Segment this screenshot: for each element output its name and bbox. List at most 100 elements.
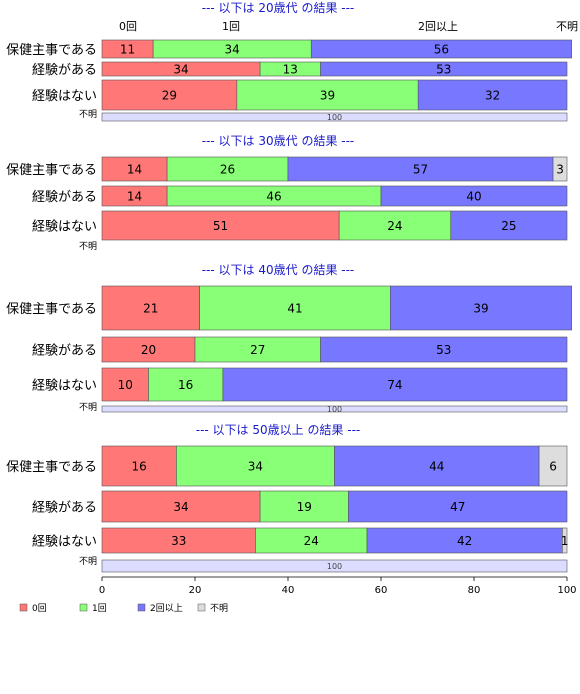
bar-segment xyxy=(101,490,261,523)
bar-segment xyxy=(538,445,568,487)
data-label: 19 xyxy=(297,500,312,514)
bar-segment xyxy=(101,79,238,111)
x-tick-label: 0 xyxy=(99,585,105,596)
data-label: 47 xyxy=(450,500,465,514)
bar-segment xyxy=(101,336,196,363)
bar-segment xyxy=(259,490,349,523)
bar-segment xyxy=(338,210,452,241)
data-label: 10 xyxy=(118,378,133,392)
data-label: 6 xyxy=(549,460,557,474)
x-tick-label: 40 xyxy=(282,585,295,596)
data-label: 44 xyxy=(429,460,444,474)
data-label: 29 xyxy=(162,89,177,103)
bar-segment xyxy=(236,79,419,111)
bar-segment xyxy=(101,367,149,402)
legend-swatch xyxy=(79,603,88,612)
category-label: 経験がある xyxy=(32,344,97,359)
data-label: 41 xyxy=(287,302,302,316)
category-label: 保健主事である xyxy=(6,460,97,475)
category-label: 経験がある xyxy=(32,501,97,516)
bar-segment xyxy=(320,61,568,77)
bar-segment xyxy=(450,210,568,241)
data-label: 34 xyxy=(173,63,188,77)
data-label: 25 xyxy=(501,219,516,233)
legend-label: 不明 xyxy=(210,603,228,614)
bar-segment xyxy=(417,79,568,111)
bar-segment xyxy=(310,39,572,59)
legend-label: 1回 xyxy=(92,603,107,614)
legend-label: 2回以上 xyxy=(150,603,183,614)
unknown-value-label: 100 xyxy=(327,562,342,571)
bar-segment xyxy=(366,527,563,554)
data-label: 20 xyxy=(141,343,156,357)
bar-segment xyxy=(380,185,568,207)
bar-segment xyxy=(101,210,340,241)
data-label: 46 xyxy=(266,190,281,204)
unknown-label: 不明 xyxy=(79,556,97,567)
bar-segment xyxy=(194,336,321,363)
bar-segment xyxy=(562,527,568,554)
category-label: 保健主事である xyxy=(6,43,97,58)
data-label: 32 xyxy=(485,89,500,103)
data-label: 26 xyxy=(220,163,235,177)
bar-segment xyxy=(199,285,391,331)
bar-segment xyxy=(101,445,177,487)
unknown-value-label: 100 xyxy=(327,113,342,122)
data-label: 34 xyxy=(225,43,240,57)
data-label: 40 xyxy=(466,190,481,204)
unknown-label: 不明 xyxy=(79,402,97,413)
category-label: 経験はない xyxy=(32,89,97,104)
legend-label: 0回 xyxy=(32,603,47,614)
unknown-label: 不明 xyxy=(79,241,97,252)
data-label: 3 xyxy=(556,163,564,177)
data-label: 24 xyxy=(304,534,319,548)
data-label: 14 xyxy=(127,163,142,177)
data-label: 27 xyxy=(250,343,265,357)
unknown-bar xyxy=(101,112,568,122)
category-label: 経験がある xyxy=(32,190,97,205)
bar-segment xyxy=(166,156,289,182)
data-label: 39 xyxy=(320,89,335,103)
category-label: 経験はない xyxy=(32,379,97,394)
column-header: 不明 xyxy=(556,20,578,33)
bar-segment xyxy=(101,285,200,331)
panel-title: --- 以下は 50歳以上 の結果 --- xyxy=(196,423,361,437)
x-tick-label: 80 xyxy=(468,585,481,596)
data-label: 42 xyxy=(457,534,472,548)
data-label: 14 xyxy=(127,190,142,204)
column-header: 2回以上 xyxy=(418,20,458,33)
x-tick-label: 20 xyxy=(189,585,202,596)
bar-segment xyxy=(101,156,168,182)
data-label: 16 xyxy=(178,378,193,392)
bar-segment xyxy=(320,336,568,363)
panel-title: --- 以下は 20歳代 の結果 --- xyxy=(202,1,355,15)
data-label: 34 xyxy=(248,460,263,474)
unknown-bar xyxy=(101,405,568,413)
column-header: 1回 xyxy=(222,20,240,33)
legend-swatch xyxy=(137,603,146,612)
bar-segment xyxy=(348,490,568,523)
x-tick-label: 60 xyxy=(375,585,388,596)
data-label: 34 xyxy=(173,500,188,514)
data-label: 24 xyxy=(387,219,402,233)
data-label: 51 xyxy=(213,219,228,233)
unknown-bar xyxy=(101,559,568,573)
bar-segment xyxy=(552,156,568,182)
data-label: 1 xyxy=(561,534,569,548)
bar-segment xyxy=(101,527,256,554)
unknown-value-label: 100 xyxy=(327,405,342,414)
unknown-label: 不明 xyxy=(79,109,97,120)
category-label: 保健主事である xyxy=(6,163,97,178)
data-label: 74 xyxy=(387,378,402,392)
legend-swatch xyxy=(197,603,206,612)
category-label: 経験はない xyxy=(32,535,97,550)
data-label: 11 xyxy=(120,43,135,57)
data-label: 33 xyxy=(171,534,186,548)
category-label: 経験がある xyxy=(32,63,97,78)
panel-title: --- 以下は 30歳代 の結果 --- xyxy=(202,134,355,148)
category-label: 経験はない xyxy=(32,220,97,235)
data-label: 53 xyxy=(436,63,451,77)
data-label: 13 xyxy=(283,63,298,77)
category-label: 保健主事である xyxy=(6,302,97,317)
